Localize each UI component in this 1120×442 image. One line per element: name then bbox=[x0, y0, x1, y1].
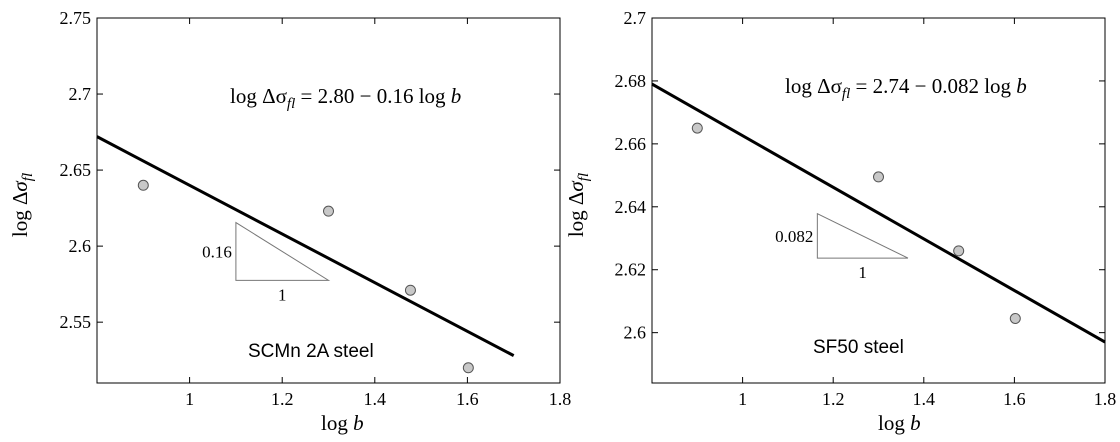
y-tick-label: 2.7 bbox=[69, 84, 92, 104]
y-axis-label-sigma: σ bbox=[8, 180, 32, 192]
y-axis-label: log Δσfl bbox=[564, 173, 592, 237]
data-point bbox=[323, 205, 334, 217]
x-tick-label: 1 bbox=[185, 389, 194, 409]
x-axis-label-log: log bbox=[878, 411, 910, 435]
chart-panel-2: 1 1.2 1.4 1.6 1.8 2.6 2.62 2.64 2.66 2.68 2.7 0.082… bbox=[564, 8, 1116, 435]
y-tick-label: 2.64 bbox=[615, 197, 647, 217]
y-tick-label: 2.6 bbox=[69, 236, 92, 256]
equation-subscript: fl bbox=[287, 96, 295, 112]
equation-lhs: log Δσ bbox=[230, 84, 287, 108]
x-tick-label: 1 bbox=[738, 389, 747, 409]
fit-equation: log Δσfl = 2.74 − 0.082 log b bbox=[785, 74, 1027, 102]
data-point bbox=[953, 245, 965, 257]
fit-line bbox=[96, 135, 515, 357]
chart-panel-1: 1 1.2 1.4 1.6 1.8 2.55 2.6 2.65 2.7 2.75 0.16 1 log … bbox=[8, 8, 571, 435]
y-tick-label: 2.55 bbox=[60, 312, 92, 332]
equation-lhs: log Δσ bbox=[785, 74, 842, 98]
equation-rhs: = 2.80 − 0.16 log bbox=[295, 84, 451, 108]
equation-rhs: = 2.74 − 0.082 log bbox=[850, 74, 1016, 98]
x-tick-label: 1.6 bbox=[1003, 389, 1026, 409]
y-tick-label: 2.7 bbox=[624, 8, 647, 28]
x-axis-label-var: b bbox=[353, 411, 364, 435]
data-point bbox=[1009, 312, 1021, 324]
data-point bbox=[873, 171, 884, 183]
y-tick-label: 2.68 bbox=[615, 71, 647, 91]
slope-rise-label: 0.16 bbox=[202, 242, 232, 261]
y-axis-label-subscript: fl bbox=[576, 173, 592, 181]
slope-triangle bbox=[816, 212, 909, 259]
slope-triangle bbox=[235, 221, 331, 281]
y-tick-label: 2.62 bbox=[615, 260, 647, 280]
y-axis-label-log: log Δ bbox=[564, 192, 588, 238]
equation-subscript: fl bbox=[842, 86, 850, 102]
y-axis-label-log: log Δ bbox=[8, 192, 32, 238]
x-tick-label: 1.8 bbox=[549, 389, 572, 409]
slope-run-label: 1 bbox=[278, 285, 287, 304]
plot-frame bbox=[651, 17, 1106, 384]
data-point bbox=[404, 284, 416, 296]
data-point bbox=[691, 122, 703, 134]
fit-equation: log Δσfl = 2.80 − 0.16 log b bbox=[230, 84, 461, 112]
y-axis-label-sigma: σ bbox=[564, 180, 588, 192]
x-axis-label-log: log bbox=[321, 411, 353, 435]
x-axis-label: log b bbox=[321, 411, 364, 435]
data-point bbox=[137, 179, 149, 191]
x-tick-label: 1.2 bbox=[271, 389, 294, 409]
y-tick-label: 2.66 bbox=[615, 134, 647, 154]
x-axis-label: log b bbox=[878, 411, 921, 435]
y-tick-label: 2.75 bbox=[60, 8, 92, 28]
x-axis-label-var: b bbox=[910, 411, 921, 435]
data-point bbox=[462, 362, 474, 374]
x-tick-label: 1.6 bbox=[456, 389, 479, 409]
x-tick-label: 1.4 bbox=[364, 389, 387, 409]
plot-frame bbox=[96, 17, 561, 384]
x-tick-label: 1.8 bbox=[1094, 389, 1117, 409]
x-tick-label: 1.2 bbox=[822, 389, 845, 409]
equation-variable: b bbox=[1016, 74, 1027, 98]
steel-annotation: SF50 steel bbox=[813, 337, 904, 358]
slope-rise-label: 0.082 bbox=[775, 227, 813, 246]
steel-annotation: SCMn 2A steel bbox=[248, 341, 374, 362]
fit-line bbox=[651, 82, 1106, 344]
slope-run-label: 1 bbox=[858, 263, 867, 282]
x-tick-label: 1.4 bbox=[913, 389, 936, 409]
equation-variable: b bbox=[451, 84, 462, 108]
y-tick-label: 2.65 bbox=[60, 160, 92, 180]
y-tick-label: 2.6 bbox=[624, 323, 647, 343]
y-axis-label-subscript: fl bbox=[20, 173, 36, 181]
y-axis-label: log Δσfl bbox=[8, 173, 36, 237]
